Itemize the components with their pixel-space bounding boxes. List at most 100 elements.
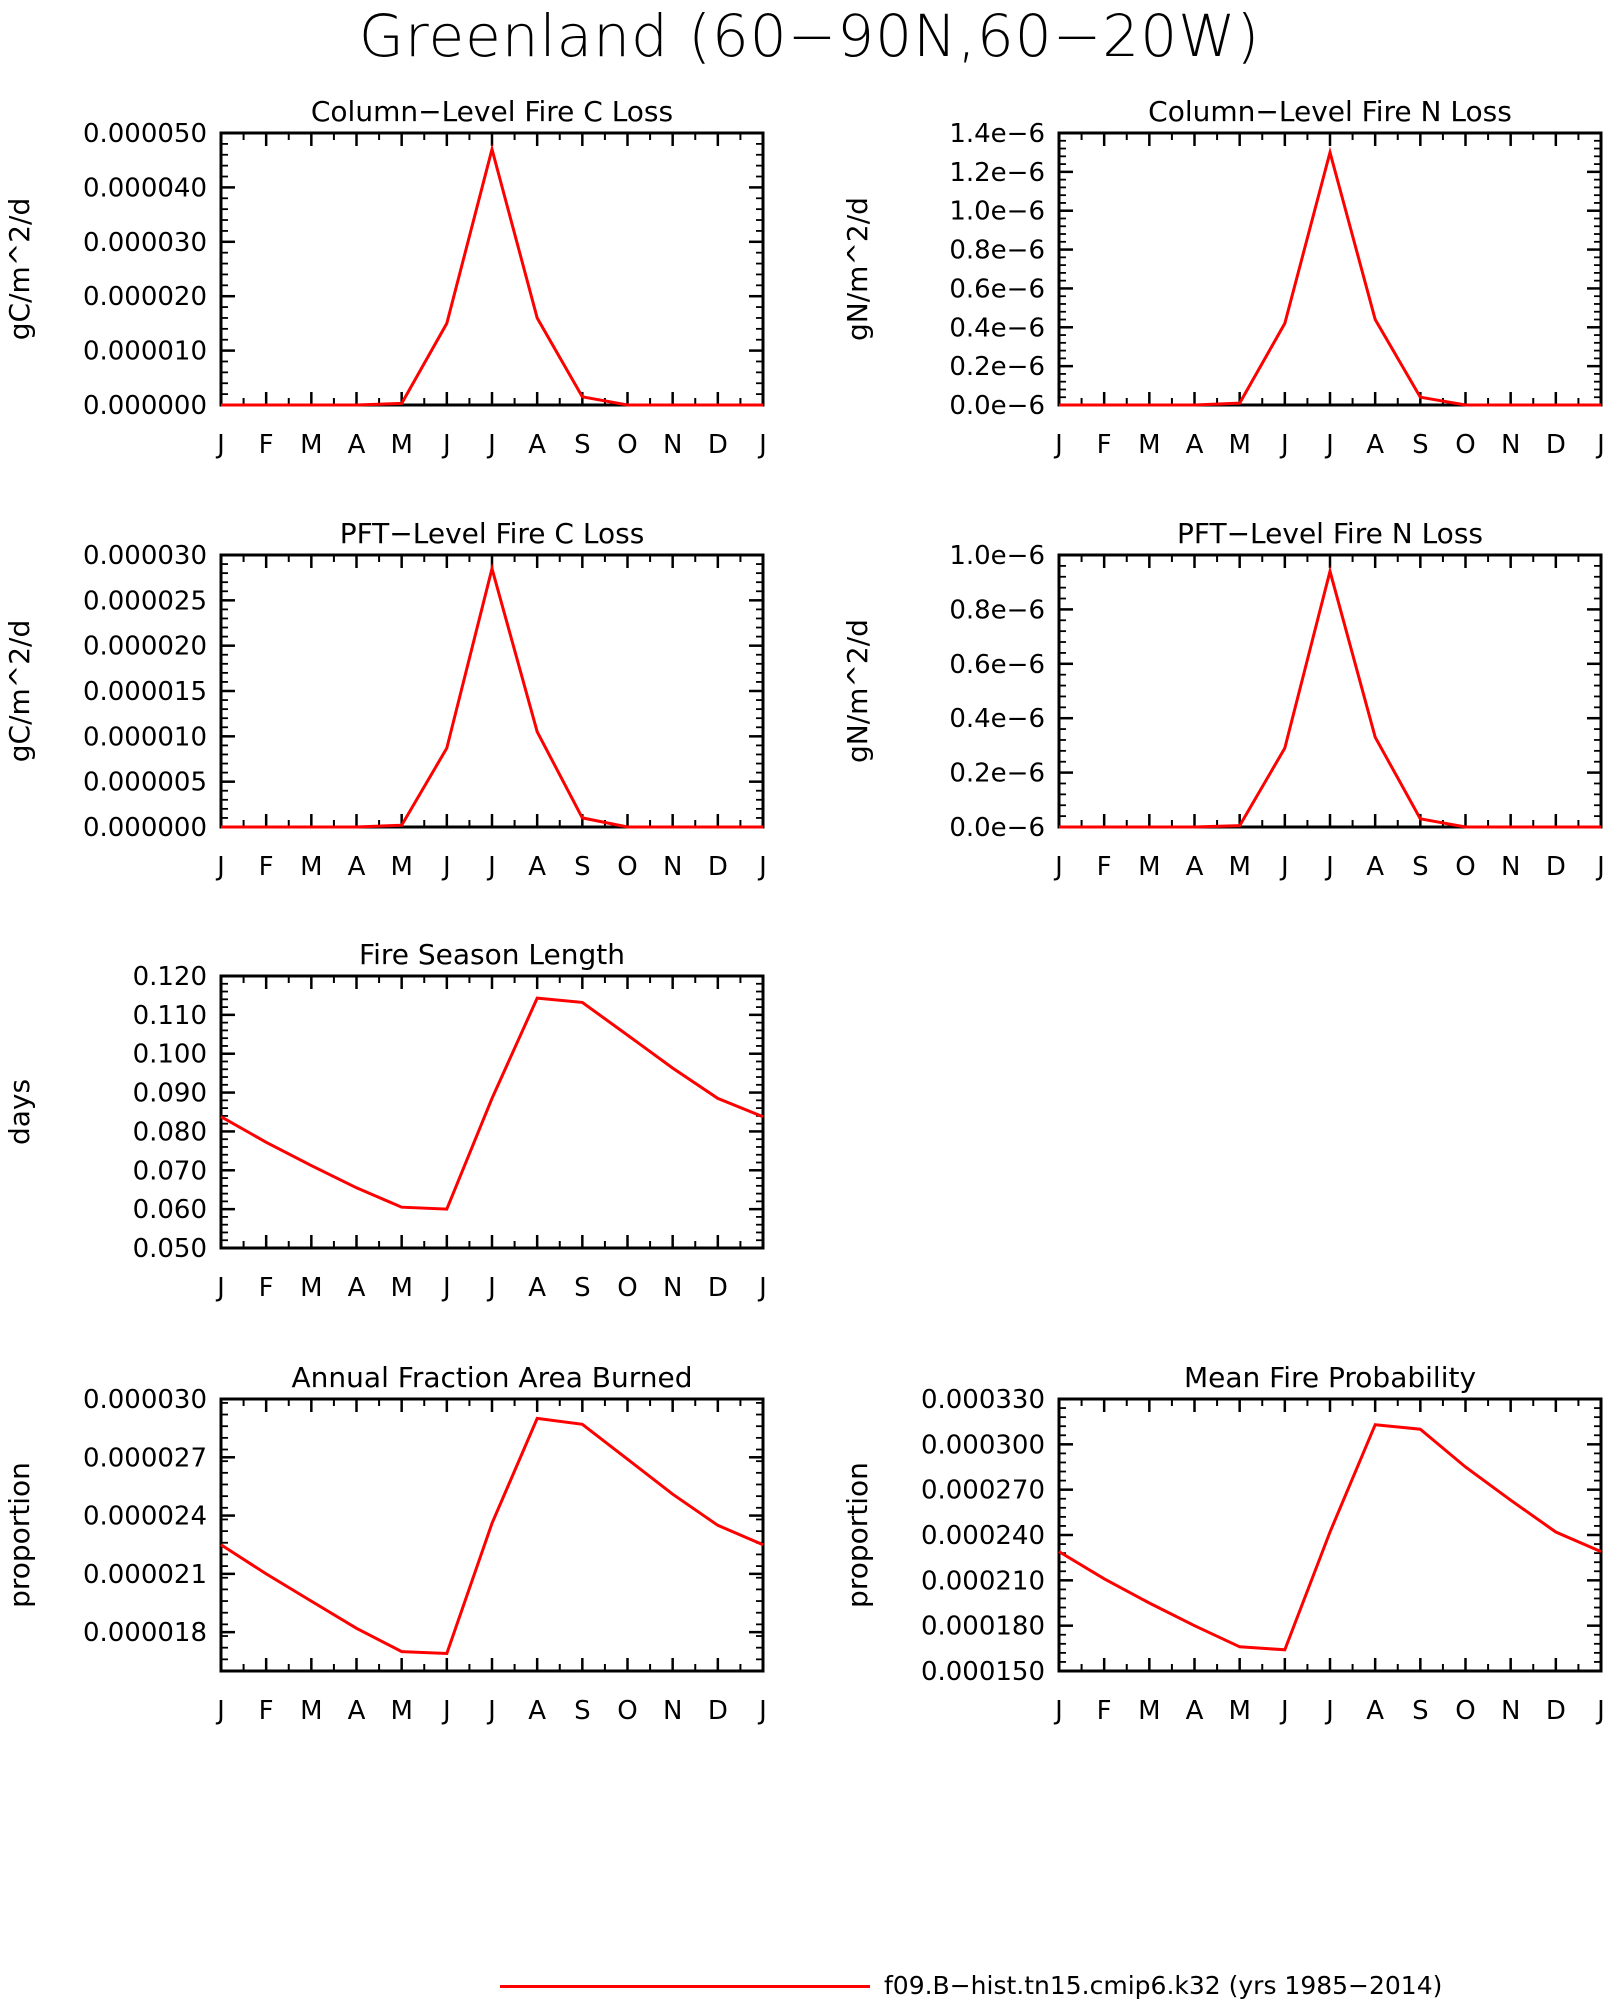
- plot-frame: [219, 131, 765, 407]
- y-tick-label: 0.000050: [83, 119, 207, 149]
- x-tick-label: F: [259, 852, 274, 882]
- x-tick-label: J: [1324, 852, 1334, 882]
- y-axis-label: gN/m^2/d: [841, 197, 874, 341]
- x-tick-label: J: [441, 1273, 451, 1303]
- y-axis-label: gN/m^2/d: [841, 619, 874, 763]
- y-tick-label: 0.090: [133, 1079, 207, 1109]
- x-tick-label: A: [348, 430, 366, 460]
- x-tick-label: M: [390, 430, 412, 460]
- y-tick-label: 0.000030: [83, 541, 207, 571]
- series-line: [220, 1416, 764, 1656]
- x-tick-label: S: [574, 1696, 591, 1726]
- y-tick-label: 0.070: [133, 1156, 207, 1186]
- y-tick-label: 0.110: [133, 1001, 207, 1031]
- x-tick-label: M: [390, 1273, 412, 1303]
- x-tick-label: A: [1366, 852, 1384, 882]
- series-line: [220, 996, 764, 1211]
- x-tick-label: J: [486, 430, 496, 460]
- y-tick-label: 0.000240: [921, 1521, 1045, 1551]
- y-tick-label: 0.000300: [921, 1430, 1045, 1460]
- series-line: [1058, 1423, 1602, 1652]
- x-tick-label: D: [708, 852, 728, 882]
- x-tick-label: M: [390, 1696, 412, 1726]
- chart-panel-5: J F M A M J J A S O N D J0.0500.0600.0700.0800.0900.…: [3, 938, 767, 1303]
- y-tick-label: 0.120: [133, 962, 207, 992]
- x-tick-label: A: [1366, 430, 1384, 460]
- x-tick-label: F: [1097, 852, 1112, 882]
- y-tick-label: 0.000210: [921, 1566, 1045, 1596]
- x-tick-label: S: [574, 430, 591, 460]
- y-tick-label: 0.000020: [83, 632, 207, 662]
- y-tick-label: 1.0e−6: [949, 197, 1045, 227]
- x-tick-label: D: [1546, 430, 1566, 460]
- y-tick-label: 0.000330: [921, 1385, 1045, 1415]
- y-tick-label: 0.8e−6: [949, 236, 1045, 266]
- y-tick-label: 0.000030: [83, 228, 207, 258]
- x-tick-label: A: [1186, 852, 1204, 882]
- y-tick-label: 0.6e−6: [949, 650, 1045, 680]
- x-tick-label: N: [1501, 430, 1520, 460]
- x-tick-label: O: [617, 1696, 637, 1726]
- x-tick-label: J: [441, 430, 451, 460]
- figure-title: Greenland (60−90N,60−20W): [358, 2, 1261, 70]
- y-tick-label: 0.000027: [83, 1443, 207, 1473]
- y-tick-label: 0.2e−6: [949, 759, 1045, 789]
- series-line: [221, 143, 763, 407]
- x-tick-label: J: [1053, 430, 1063, 460]
- x-tick-label: M: [1228, 1696, 1250, 1726]
- y-tick-label: 0.0e−6: [949, 391, 1045, 421]
- x-tick-label: A: [528, 852, 546, 882]
- x-tick-label: J: [1053, 1696, 1063, 1726]
- x-tick-label: J: [486, 1696, 496, 1726]
- y-tick-label: 0.000000: [83, 813, 207, 843]
- x-tick-label: J: [1595, 852, 1605, 882]
- y-tick-label: 1.4e−6: [949, 119, 1045, 149]
- series-line: [1059, 146, 1601, 407]
- x-tick-label: J: [1279, 1696, 1289, 1726]
- panel-title: Annual Fraction Area Burned: [292, 1361, 693, 1394]
- series-line: [1059, 565, 1601, 829]
- x-tick-label: M: [390, 852, 412, 882]
- panel-title: Fire Season Length: [359, 938, 625, 971]
- x-tick-label: S: [574, 1273, 591, 1303]
- y-tick-label: 1.2e−6: [949, 158, 1045, 188]
- y-tick-label: 0.000024: [83, 1502, 207, 1532]
- x-tick-label: S: [1412, 430, 1429, 460]
- x-tick-label: J: [1324, 1696, 1334, 1726]
- x-tick-label: S: [1412, 1696, 1429, 1726]
- x-tick-label: F: [259, 430, 274, 460]
- chart-panel-1: J F M A M J J A S O N D J0.0000000.0000100.0000200.0…: [3, 95, 767, 460]
- y-tick-label: 0.000270: [921, 1476, 1045, 1506]
- x-tick-label: O: [1455, 1696, 1475, 1726]
- x-tick-label: O: [1455, 430, 1475, 460]
- x-tick-label: J: [215, 1273, 225, 1303]
- x-tick-label: J: [1595, 430, 1605, 460]
- x-tick-label: J: [215, 852, 225, 882]
- x-tick-label: N: [1501, 852, 1520, 882]
- x-tick-label: J: [486, 1273, 496, 1303]
- x-tick-label: J: [215, 1696, 225, 1726]
- x-tick-label: M: [1138, 1696, 1160, 1726]
- y-tick-label: 0.0e−6: [949, 813, 1045, 843]
- x-tick-label: J: [1595, 1696, 1605, 1726]
- y-tick-label: 0.000021: [83, 1560, 207, 1590]
- plot-frame: [1057, 131, 1603, 407]
- x-tick-label: D: [1546, 852, 1566, 882]
- x-tick-label: N: [663, 1273, 682, 1303]
- y-tick-label: 0.050: [133, 1234, 207, 1264]
- plot-frame: [1057, 553, 1603, 829]
- x-tick-label: J: [1279, 430, 1289, 460]
- x-tick-label: F: [259, 1696, 274, 1726]
- x-tick-label: J: [215, 430, 225, 460]
- y-tick-label: 0.000018: [83, 1618, 207, 1648]
- y-tick-label: 0.4e−6: [949, 313, 1045, 343]
- y-tick-label: 0.6e−6: [949, 274, 1045, 304]
- x-tick-label: A: [1366, 1696, 1384, 1726]
- panel-title: Column−Level Fire N Loss: [1148, 95, 1512, 128]
- x-tick-label: A: [348, 852, 366, 882]
- x-tick-label: J: [1279, 852, 1289, 882]
- x-tick-label: F: [1097, 430, 1112, 460]
- y-tick-label: 0.060: [133, 1195, 207, 1225]
- y-tick-label: 0.000025: [83, 586, 207, 616]
- y-tick-label: 0.000040: [83, 173, 207, 203]
